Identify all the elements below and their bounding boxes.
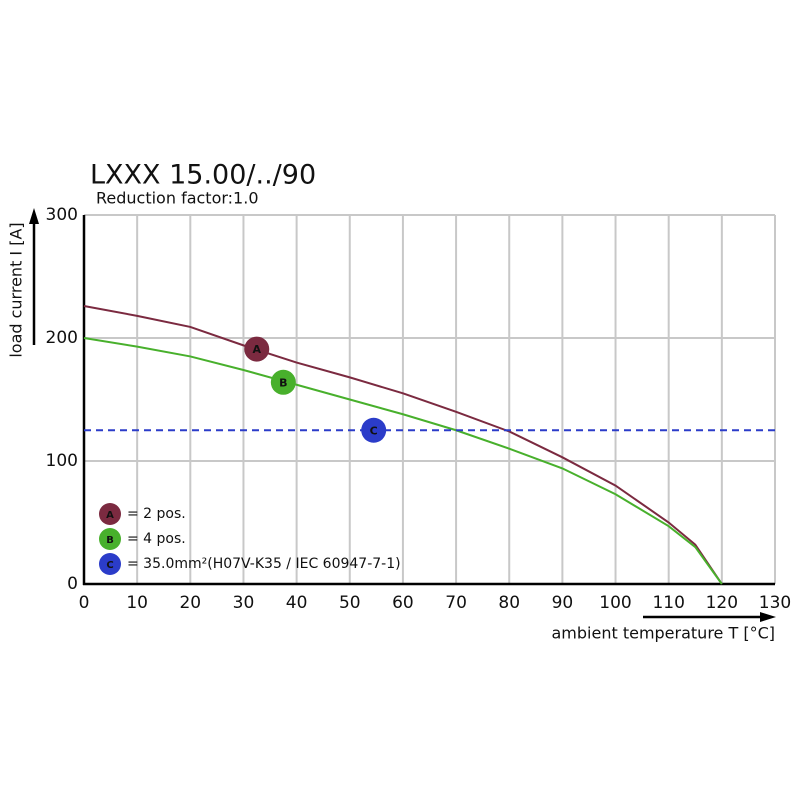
y-tick-label: 200 bbox=[46, 328, 78, 348]
legend-swatch-label: B bbox=[106, 535, 114, 546]
series-marker bbox=[270, 369, 296, 395]
legend-swatch-label: A bbox=[106, 510, 114, 521]
chart-subtitle: Reduction factor:1.0 bbox=[96, 189, 259, 208]
x-tick-label: 110 bbox=[652, 593, 684, 613]
series-marker bbox=[244, 336, 270, 362]
x-tick-label: 80 bbox=[498, 593, 520, 613]
x-tick-label: 40 bbox=[286, 593, 308, 613]
plot-area: 0 10 20 30 40 50 60 70 80 90 100 110 120 130 0 100 200 30… bbox=[46, 205, 792, 613]
x-tick-label: 130 bbox=[759, 593, 791, 613]
y-axis-label: load current I [A] bbox=[7, 222, 26, 357]
x-arrowhead bbox=[760, 612, 776, 622]
y-tick-label: 100 bbox=[46, 451, 78, 471]
x-tick-label: 120 bbox=[706, 593, 738, 613]
series-line bbox=[83, 305, 723, 585]
marker-label: A bbox=[252, 343, 261, 356]
legend-label: = 4 pos. bbox=[127, 531, 186, 547]
x-axis-label: ambient temperature T [°C] bbox=[551, 624, 775, 643]
x-tick-label: 0 bbox=[79, 593, 90, 613]
marker-label: B bbox=[279, 376, 287, 389]
legend-swatch bbox=[99, 503, 121, 525]
x-tick-label: 60 bbox=[392, 593, 414, 613]
x-tick-label: 70 bbox=[445, 593, 467, 613]
y-arrowhead bbox=[29, 208, 39, 224]
legend-swatch bbox=[99, 528, 121, 550]
x-tick-label: 20 bbox=[179, 593, 201, 613]
legend-label: = 35.0mm²(H07V-K35 / IEC 60947-7-1) bbox=[127, 556, 401, 572]
x-tick-label: 30 bbox=[233, 593, 255, 613]
x-tick-label: 90 bbox=[552, 593, 574, 613]
x-tick-label: 10 bbox=[126, 593, 148, 613]
series-marker bbox=[361, 417, 387, 443]
x-tick-label: 50 bbox=[339, 593, 361, 613]
series-line bbox=[83, 337, 723, 585]
x-tick-label: 100 bbox=[599, 593, 631, 613]
legend-swatch bbox=[99, 553, 121, 575]
legend-label: = 2 pos. bbox=[127, 506, 186, 522]
chart-title: LXXX 15.00/../90 bbox=[90, 160, 316, 191]
y-tick-label: 0 bbox=[67, 574, 78, 594]
legend-swatch-label: C bbox=[106, 560, 113, 571]
marker-label: C bbox=[370, 424, 378, 437]
y-tick-label: 300 bbox=[46, 205, 78, 225]
